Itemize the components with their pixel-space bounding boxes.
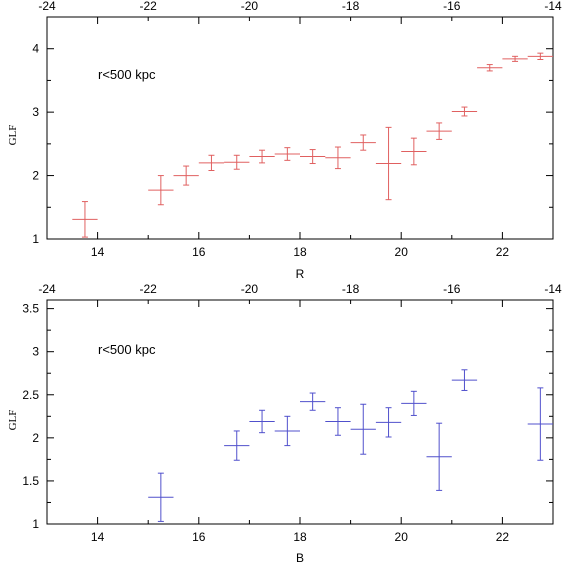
x-tick-label: 14 bbox=[91, 530, 105, 544]
data-point bbox=[375, 407, 402, 438]
data-point bbox=[274, 147, 300, 161]
y-tick-label: 4 bbox=[32, 42, 39, 56]
data-series bbox=[72, 52, 553, 238]
top-tick-label: -18 bbox=[342, 0, 360, 13]
data-point bbox=[401, 390, 427, 416]
chart-panel-1: 14 16 18 20 22 -24 -22 -20 -18 -16 -14 1 2 3 4 R GLF r<50… bbox=[7, 0, 562, 281]
x-axis-label: B bbox=[296, 551, 304, 565]
data-point bbox=[350, 134, 376, 151]
data-point bbox=[502, 55, 528, 62]
data-point bbox=[375, 126, 402, 201]
top-tick-label: -16 bbox=[443, 0, 461, 13]
y-tick-label: 3.5 bbox=[22, 302, 39, 316]
y-axis-label: GLF bbox=[7, 410, 19, 431]
data-point bbox=[198, 154, 225, 171]
data-point bbox=[249, 149, 275, 164]
x-tick-label: 14 bbox=[91, 245, 105, 259]
data-point bbox=[274, 415, 300, 447]
data-point bbox=[173, 165, 199, 186]
annotation-label: r<500 kpc bbox=[98, 67, 156, 82]
top-tick-label: -14 bbox=[544, 0, 562, 13]
y-tick-label: 1.5 bbox=[22, 474, 39, 488]
data-point bbox=[325, 407, 351, 436]
y-tick-label: 1 bbox=[32, 232, 39, 246]
data-point bbox=[401, 137, 427, 166]
top-tick-label: -18 bbox=[342, 282, 360, 296]
data-point bbox=[451, 106, 478, 117]
top-tick-label: -22 bbox=[140, 0, 158, 13]
top-tick-label: -24 bbox=[38, 282, 56, 296]
data-point bbox=[325, 146, 351, 170]
data-point bbox=[300, 149, 326, 165]
top-tick-label: -16 bbox=[443, 282, 461, 296]
y-tick-label: 2 bbox=[32, 431, 39, 445]
data-point bbox=[527, 387, 553, 461]
x-tick-label: 20 bbox=[395, 530, 409, 544]
x-tick-label: 18 bbox=[293, 245, 307, 259]
data-point bbox=[224, 154, 250, 170]
data-point bbox=[451, 369, 478, 391]
x-tick-label: 16 bbox=[192, 530, 206, 544]
y-tick-label: 3 bbox=[32, 345, 39, 359]
plot-frame bbox=[46, 16, 554, 240]
y-axis-label: GLF bbox=[7, 125, 19, 146]
x-tick-label: 22 bbox=[496, 530, 510, 544]
x-tick-label: 18 bbox=[293, 530, 307, 544]
top-tick-label: -22 bbox=[140, 282, 158, 296]
plot-frame bbox=[46, 299, 554, 525]
annotation-label: r<500 kpc bbox=[98, 342, 156, 357]
data-point bbox=[426, 422, 452, 491]
data-point bbox=[148, 472, 174, 522]
y-tick-label: 3 bbox=[32, 105, 39, 119]
top-tick-label: -20 bbox=[241, 282, 259, 296]
y-tick-label: 2 bbox=[32, 169, 39, 183]
y-tick-label: 2.5 bbox=[22, 388, 39, 402]
chart-panel-2: 14 16 18 20 22 -24 -22 -20 -18 -16 -14 1 1.5 2 2.5 3 3.5… bbox=[7, 282, 562, 565]
data-point bbox=[426, 122, 452, 140]
y-tick-label: 1 bbox=[32, 517, 39, 531]
x-tick-label: 20 bbox=[395, 245, 409, 259]
data-point bbox=[300, 392, 326, 411]
top-tick-label: -20 bbox=[241, 0, 259, 13]
x-tick-label: 22 bbox=[496, 245, 510, 259]
top-tick-label: -24 bbox=[38, 0, 56, 13]
top-tick-label: -14 bbox=[544, 282, 562, 296]
data-point bbox=[249, 409, 275, 434]
data-point bbox=[527, 52, 553, 60]
data-series bbox=[148, 369, 553, 522]
data-point bbox=[350, 403, 376, 455]
data-point bbox=[72, 201, 98, 238]
x-axis-label: R bbox=[296, 267, 305, 281]
data-point bbox=[477, 64, 503, 72]
data-point bbox=[224, 430, 250, 461]
data-point bbox=[148, 175, 174, 206]
x-tick-label: 16 bbox=[192, 245, 206, 259]
